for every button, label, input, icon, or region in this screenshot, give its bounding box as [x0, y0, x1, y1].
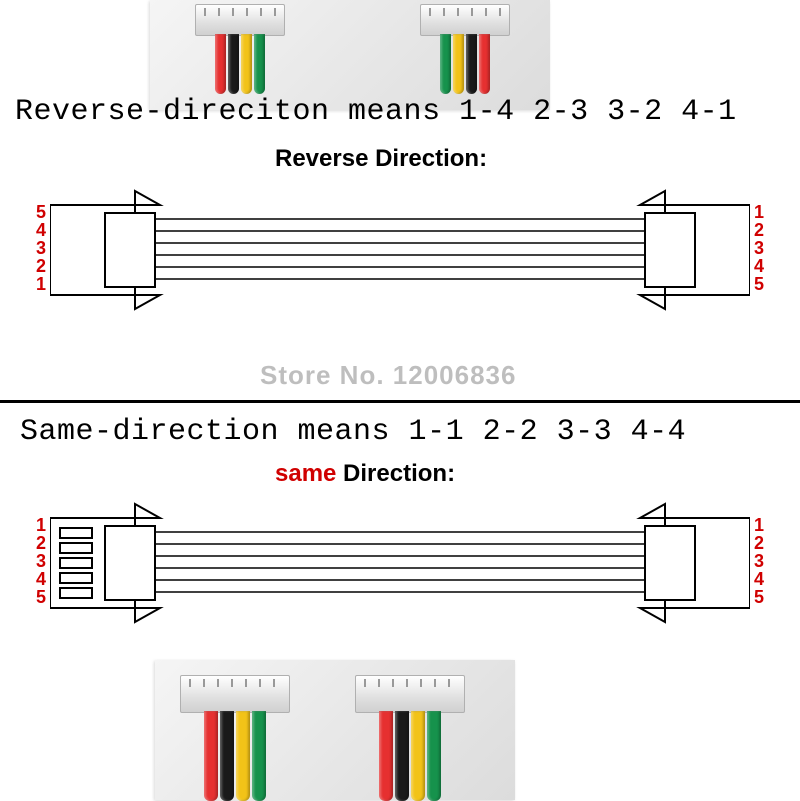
reverse-cable-diagram: 5 4 3 2 1 1 2 3 4 5: [50, 185, 750, 315]
bottom-connector-a-wires: [180, 711, 290, 801]
same-caption: Same-direction means 1-1 2-2 3-3 4-4: [20, 415, 686, 449]
same-section-title: same Direction:: [275, 460, 455, 488]
same-title-black: Direction:: [336, 460, 455, 487]
reverse-cable-svg: [50, 185, 750, 315]
bottom-connector-b: [355, 675, 465, 730]
section-divider: [0, 400, 800, 403]
reverse-section-title: Reverse Direction:: [275, 145, 487, 173]
top-connector-b-wires: [420, 34, 510, 94]
bottom-connector-a: [180, 675, 290, 730]
same-title-red: same: [275, 460, 336, 487]
same-pins-right: 1 2 3 4 5: [754, 516, 764, 606]
store-watermark: Store No. 12006836: [260, 360, 516, 391]
same-pins-left: 1 2 3 4 5: [36, 516, 46, 606]
reverse-pins-right: 1 2 3 4 5: [754, 203, 764, 293]
same-cable-svg: [50, 498, 750, 628]
reverse-pins-left: 5 4 3 2 1: [36, 203, 46, 293]
same-cable-diagram: 1 2 3 4 5 1 2 3 4 5: [50, 498, 750, 628]
reverse-caption: Reverse-direciton means 1-4 2-3 3-2 4-1: [15, 95, 737, 129]
bottom-connector-b-wires: [355, 711, 465, 801]
top-connector-b: [420, 4, 510, 59]
top-connector-a-wires: [195, 34, 285, 94]
top-connector-a: [195, 4, 285, 59]
